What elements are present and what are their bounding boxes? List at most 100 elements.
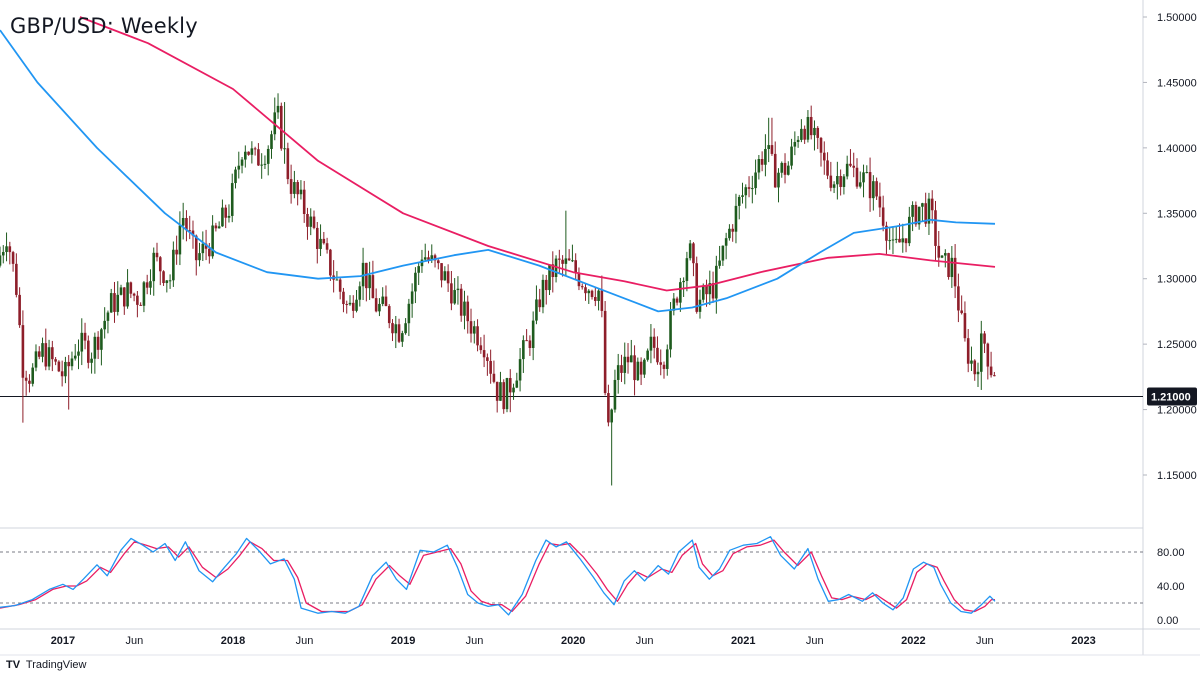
candle-down [538, 299, 542, 308]
candle-down [433, 255, 437, 261]
candle-up [378, 303, 381, 312]
oscillator-tick-label: 0.00 [1157, 615, 1178, 627]
candle-down [607, 393, 610, 423]
candle-down [345, 304, 349, 306]
candle-up [417, 266, 420, 273]
candle-down [54, 359, 57, 362]
candle-up [646, 350, 649, 360]
candle-down [594, 297, 597, 301]
candle-up [335, 279, 339, 281]
candle-down [83, 332, 87, 341]
candle-down [947, 253, 950, 278]
candle-up [701, 286, 705, 300]
candle-down [584, 287, 587, 294]
candle-up [263, 163, 267, 165]
candle-down [437, 260, 440, 264]
candle-down [934, 210, 937, 246]
candle-up [276, 105, 280, 113]
candle-up [571, 260, 574, 262]
candle-down [204, 243, 208, 249]
candle-down [374, 298, 378, 312]
candle-down [194, 235, 198, 261]
candle-up [629, 355, 633, 363]
candle-down [652, 336, 656, 348]
candle-up [610, 409, 613, 423]
candle-up [744, 187, 748, 196]
candle-down [492, 373, 496, 382]
candle-down [705, 286, 708, 295]
candle-down [440, 263, 443, 281]
candle-up [865, 172, 869, 174]
candle-up [172, 249, 175, 281]
candle-down [286, 148, 290, 180]
candle-up [979, 333, 983, 372]
candle-down [446, 271, 450, 284]
candle-down [881, 207, 885, 226]
time-axis-label: 2021 [731, 635, 755, 647]
candle-down [620, 365, 623, 373]
candle-down [158, 257, 162, 272]
candle-up [623, 356, 627, 373]
candle-up [911, 204, 914, 217]
candle-up [518, 359, 522, 381]
candle-down [322, 238, 326, 244]
candle-up [737, 196, 741, 206]
candle-up [564, 258, 568, 264]
candle-down [397, 324, 401, 342]
candle-down [692, 243, 695, 264]
time-axis-label: 2018 [221, 635, 245, 647]
candle-up [541, 279, 545, 308]
candle-down [983, 333, 986, 344]
candle-down [18, 294, 21, 326]
moving-average-short [0, 29, 996, 313]
candle-up [293, 182, 296, 194]
candle-up [319, 238, 322, 249]
candle-up [270, 134, 273, 149]
candle-up [250, 148, 254, 155]
candle-down [24, 377, 28, 381]
candle-up [149, 281, 152, 288]
candle-up [649, 336, 653, 351]
candle-up [404, 323, 407, 334]
candle-down [469, 321, 473, 334]
candle-up [430, 255, 434, 260]
candle-down [502, 382, 506, 410]
candle-up [423, 257, 427, 260]
candle-down [633, 355, 636, 381]
candle-down [247, 151, 250, 155]
candle-down [626, 356, 630, 363]
candle-up [119, 287, 123, 295]
candle-up [211, 225, 214, 257]
candle-down [803, 128, 806, 140]
candle-down [711, 283, 715, 299]
candle-down [87, 340, 90, 363]
candle-up [708, 283, 712, 295]
candle-up [410, 291, 414, 304]
candle-up [227, 215, 231, 218]
candle-down [208, 248, 211, 257]
candle-down [342, 291, 345, 305]
candle-down [325, 243, 329, 250]
candle-up [685, 258, 689, 281]
candle-up [381, 296, 385, 304]
candle-up [198, 253, 201, 261]
candle-up [643, 359, 646, 375]
candle-down [188, 230, 192, 232]
candle-down [675, 298, 679, 303]
candle-up [616, 365, 620, 380]
candle-up [836, 176, 839, 185]
candle-down [558, 258, 561, 260]
candle-down [760, 159, 764, 165]
candle-up [790, 146, 793, 166]
candle-up [718, 260, 721, 266]
candle-up [348, 302, 352, 305]
candle-up [672, 298, 676, 311]
time-axis-label: 2020 [561, 635, 585, 647]
candle-down [770, 145, 774, 154]
candle-down [957, 286, 960, 311]
price-tick-label: 1.35000 [1157, 208, 1197, 220]
candle-up [142, 282, 146, 306]
candle-up [767, 145, 770, 150]
candle-down [44, 343, 48, 367]
